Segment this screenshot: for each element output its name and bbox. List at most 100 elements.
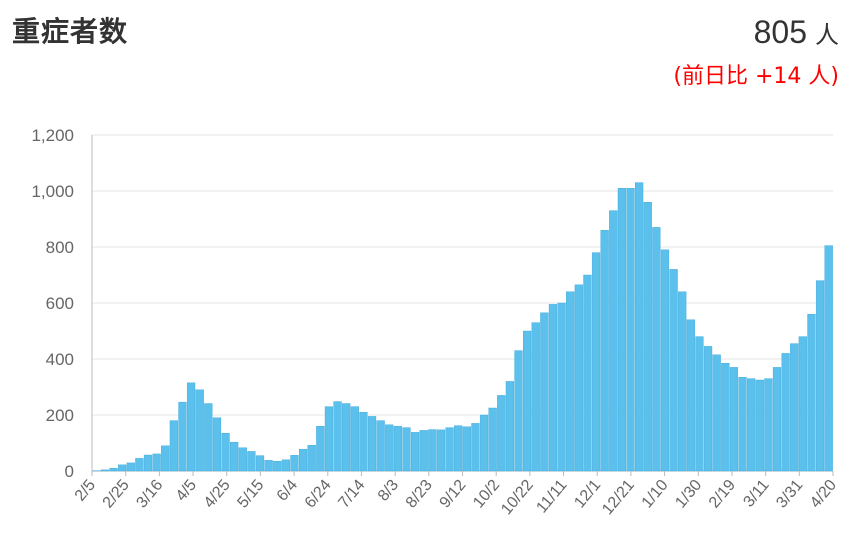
bar xyxy=(230,441,239,472)
y-tick-label: 800 xyxy=(46,238,74,257)
change-value: +14 xyxy=(754,64,802,89)
x-tick-label: 4/5 xyxy=(173,477,200,505)
x-tick-label: 12/21 xyxy=(599,477,638,519)
x-tick-label: 2/19 xyxy=(706,477,739,512)
bar xyxy=(600,229,609,472)
x-tick-label: 7/14 xyxy=(335,477,368,512)
x-tick-label: 6/24 xyxy=(302,477,335,512)
bar xyxy=(118,464,127,472)
bar xyxy=(411,432,420,472)
bar xyxy=(419,430,428,472)
x-tick-label: 3/31 xyxy=(773,477,806,512)
bar xyxy=(772,367,782,472)
bar xyxy=(652,227,661,472)
y-tick-label: 200 xyxy=(46,406,74,425)
x-tick-label: 9/12 xyxy=(437,477,470,512)
bar xyxy=(703,346,713,472)
total-unit: 人 xyxy=(815,21,839,49)
bar xyxy=(385,424,394,472)
bar xyxy=(333,401,342,472)
bar xyxy=(324,406,334,472)
bar xyxy=(402,427,411,472)
bar xyxy=(540,312,549,472)
bar xyxy=(186,382,196,472)
bar xyxy=(695,336,704,472)
bar xyxy=(643,201,652,472)
bar xyxy=(169,420,178,472)
bar xyxy=(790,343,799,472)
bar xyxy=(721,363,730,472)
bar xyxy=(238,447,247,472)
bar xyxy=(255,455,265,472)
bar xyxy=(376,420,385,472)
bar xyxy=(824,245,833,472)
bar xyxy=(342,403,351,472)
y-tick-label: 0 xyxy=(65,462,74,481)
bar xyxy=(471,423,480,472)
bar xyxy=(428,429,437,472)
page-title: 重症者数 xyxy=(12,15,129,48)
x-tick-label: 10/22 xyxy=(498,477,537,519)
bar xyxy=(660,249,670,472)
bar xyxy=(462,426,471,472)
x-tick-label: 4/20 xyxy=(807,477,840,512)
bar xyxy=(143,454,153,472)
bar xyxy=(454,425,463,472)
bar xyxy=(204,403,213,472)
bar xyxy=(548,304,558,472)
bar xyxy=(161,445,170,472)
bar xyxy=(212,417,222,472)
x-tick-label: 2/25 xyxy=(100,477,133,512)
x-tick-label: 8/23 xyxy=(403,477,436,512)
y-tick-label: 600 xyxy=(46,294,74,313)
change-prefix: (前日比 xyxy=(673,64,748,89)
bar xyxy=(626,187,635,472)
bar xyxy=(109,468,118,472)
bar xyxy=(497,395,506,472)
bar xyxy=(316,426,325,472)
bar xyxy=(350,406,359,472)
bar xyxy=(566,291,575,472)
x-tick-label: 3/11 xyxy=(740,477,772,511)
bar xyxy=(290,455,299,472)
bar xyxy=(591,252,601,472)
bar xyxy=(359,412,368,472)
bar xyxy=(281,459,290,472)
bar xyxy=(488,407,497,472)
bar xyxy=(178,401,187,472)
bar xyxy=(738,377,747,472)
bar xyxy=(755,379,764,472)
bar xyxy=(807,314,816,472)
y-tick-label: 400 xyxy=(46,350,74,369)
bar xyxy=(574,284,583,472)
bar xyxy=(678,291,687,472)
bar xyxy=(712,354,721,472)
bar xyxy=(195,389,204,472)
x-tick-label: 2/5 xyxy=(72,477,99,505)
y-tick-label: 1,000 xyxy=(31,182,74,201)
y-tick-label: 1,200 xyxy=(31,126,74,145)
bar xyxy=(669,269,678,472)
bar xyxy=(635,182,644,472)
x-tick-label: 1/30 xyxy=(672,477,705,512)
bar xyxy=(764,378,773,472)
bar xyxy=(505,381,514,472)
bar xyxy=(523,330,532,472)
x-tick-label: 8/3 xyxy=(375,477,402,505)
bar xyxy=(152,453,161,472)
bar xyxy=(609,210,618,472)
bar xyxy=(815,280,825,472)
bar xyxy=(617,187,627,472)
bar xyxy=(307,445,316,472)
total-count: 805 人 xyxy=(754,14,839,51)
x-tick-label: 11/11 xyxy=(533,477,570,517)
bar xyxy=(445,427,454,472)
bar xyxy=(729,367,739,472)
x-tick-label: 3/16 xyxy=(133,477,166,512)
day-over-day-change: (前日比 +14 人) xyxy=(673,58,839,90)
bar xyxy=(367,416,377,472)
bar xyxy=(264,460,273,472)
bar xyxy=(747,378,756,472)
bar xyxy=(273,461,282,472)
